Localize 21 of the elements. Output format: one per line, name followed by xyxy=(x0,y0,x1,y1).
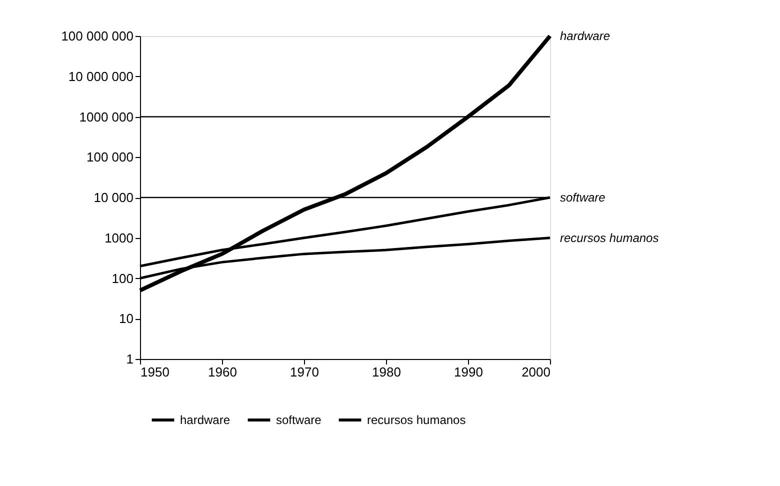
y-tick-label: 1000 000 xyxy=(79,109,134,124)
y-tick-label: 1 xyxy=(126,352,134,366)
y-tick-label: 10 000 000 xyxy=(68,68,134,84)
text: recursos humanos xyxy=(560,230,659,245)
x-tick-label: 1990 xyxy=(454,364,483,380)
legend-label: recursos humanos xyxy=(367,413,466,427)
x-tick-label: 1980 xyxy=(372,364,401,380)
x-tick-label: 1960 xyxy=(208,364,237,380)
legend-label: software xyxy=(276,413,322,427)
y-tick-label: 10 000 xyxy=(94,190,134,205)
y-tick-label: 10 xyxy=(119,311,134,326)
text: hardware xyxy=(560,29,610,43)
x-tick-label: 2000 xyxy=(522,364,550,380)
x-tick-label: 1950 xyxy=(140,364,170,380)
text: software xyxy=(560,190,606,204)
legend-label: hardware xyxy=(180,413,230,427)
y-tick-label: 100 000 xyxy=(86,150,134,165)
y-tick-label: 1000 xyxy=(104,230,134,246)
y-tick-label: 100 xyxy=(112,270,134,286)
y-tick-label: 100 000 000 xyxy=(61,28,134,44)
x-tick-label: 1970 xyxy=(290,364,319,380)
